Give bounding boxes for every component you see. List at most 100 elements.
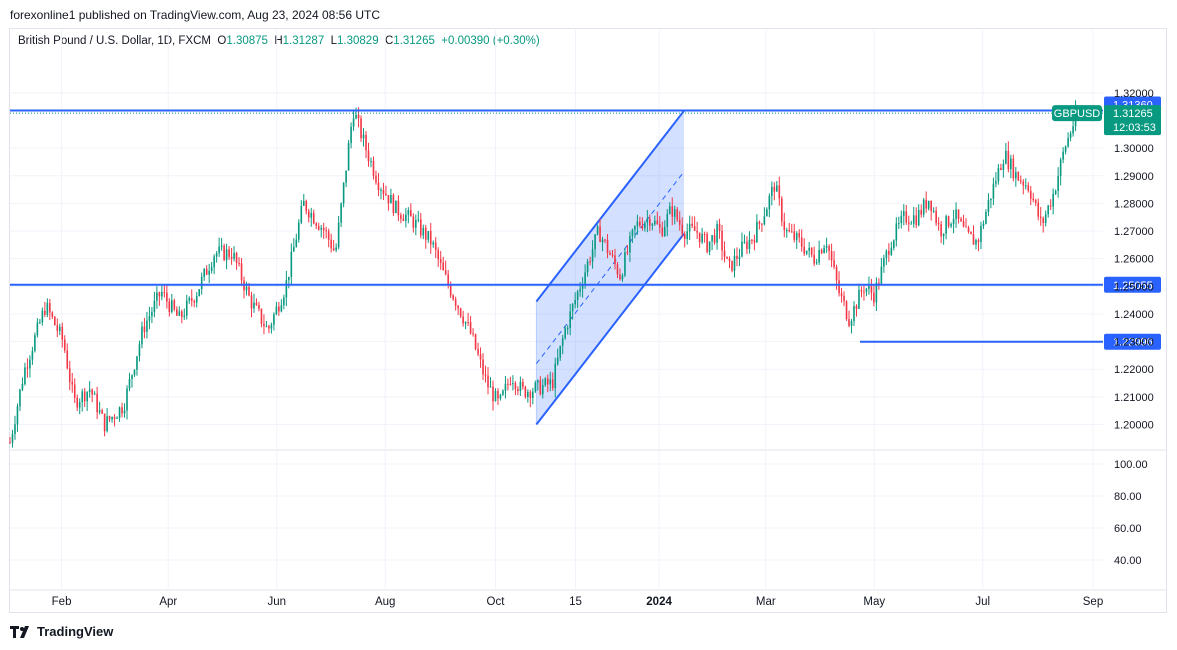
candle-body <box>741 241 743 257</box>
candle-body <box>604 239 606 241</box>
candle-body <box>106 416 108 432</box>
candle-body <box>609 252 611 255</box>
candle-body <box>701 233 703 243</box>
candle-body <box>629 236 631 253</box>
candle-body <box>571 304 574 312</box>
candle-body <box>502 390 504 395</box>
candle-body <box>29 359 31 369</box>
candle-body <box>469 322 472 334</box>
candle-body <box>890 247 893 255</box>
candle-body <box>1027 185 1030 191</box>
candle-body <box>81 391 84 403</box>
price-tick-label: 1.26000 <box>1114 254 1154 266</box>
candle-body <box>780 198 783 222</box>
candle-body <box>171 300 173 312</box>
candle-body <box>146 320 148 332</box>
candle-body <box>751 239 753 241</box>
candle-body <box>1047 205 1049 215</box>
candle-body <box>429 231 432 245</box>
candle-body <box>733 255 736 271</box>
candle-body <box>987 200 990 212</box>
candle-body <box>912 215 915 224</box>
high-value: 1.31287 <box>282 35 325 47</box>
candle-body <box>497 390 499 399</box>
candle-body <box>387 195 390 204</box>
candle-body <box>467 322 469 324</box>
candle-body <box>673 209 676 217</box>
candle-body <box>524 386 527 397</box>
candle-body <box>952 218 955 224</box>
candle-body <box>723 250 726 257</box>
candle-body <box>711 235 713 242</box>
candle-body <box>68 368 71 382</box>
candle-body <box>634 225 636 230</box>
candle-body <box>601 239 604 243</box>
time-tick-label: Aug <box>375 596 395 608</box>
candle-body <box>728 258 731 261</box>
candle-body <box>895 223 898 241</box>
candle-body <box>1005 150 1007 164</box>
candle-body <box>108 416 111 420</box>
candle-body <box>78 402 81 408</box>
candle-body <box>337 222 340 248</box>
candle-body <box>517 389 519 392</box>
candle-body <box>611 254 614 256</box>
candle-body <box>275 306 278 315</box>
candle-body <box>564 328 567 339</box>
candle-body <box>509 383 512 385</box>
price-tick-label: 1.25000 <box>1114 281 1154 293</box>
candle-body <box>788 229 791 232</box>
candle-body <box>49 302 51 313</box>
candle-body <box>596 226 599 235</box>
price-tick-label: 1.24000 <box>1114 309 1154 321</box>
low-key: L <box>330 35 338 47</box>
candle-body <box>235 253 238 264</box>
candle-body <box>213 256 215 268</box>
candle-body <box>245 286 248 291</box>
candle-body <box>1044 214 1047 224</box>
candle-body <box>893 240 895 248</box>
candle-body <box>1052 193 1054 207</box>
candle-body <box>442 262 445 271</box>
candle-body <box>444 270 447 275</box>
candle-body <box>795 233 798 240</box>
candle-body <box>805 250 808 254</box>
candle-body <box>830 251 833 261</box>
candle-body <box>1037 202 1040 217</box>
candle-body <box>193 300 196 303</box>
candle-body <box>783 221 786 231</box>
tradingview-brand: TradingView <box>37 624 114 639</box>
candle-body <box>718 224 721 231</box>
candle-body <box>21 383 24 390</box>
candle-body <box>307 211 310 218</box>
candle-body <box>853 305 855 321</box>
candle-body <box>793 231 796 240</box>
candle-body <box>549 379 552 385</box>
candle-body <box>900 215 903 224</box>
time-tick-label: Jul <box>975 596 990 608</box>
candle-body <box>818 249 820 263</box>
candle-body <box>422 227 425 236</box>
candle-body <box>950 223 952 227</box>
candle-body <box>636 221 639 226</box>
candle-body <box>873 292 875 303</box>
candle-body <box>233 253 235 259</box>
candle-body <box>168 301 171 312</box>
candle-body <box>44 310 46 315</box>
candle-body <box>1029 190 1032 199</box>
candle-body <box>865 288 868 292</box>
candle-body <box>312 212 315 224</box>
candle-body <box>273 314 275 325</box>
candle-body <box>599 226 601 243</box>
candle-body <box>11 434 14 443</box>
candle-body <box>424 227 427 240</box>
candle-body <box>858 289 860 309</box>
candle-body <box>93 393 96 395</box>
candle-body <box>31 350 34 360</box>
candle-body <box>661 227 664 236</box>
candle-body <box>128 379 131 389</box>
candle-body <box>522 381 524 387</box>
candle-body <box>512 383 514 385</box>
candle-body <box>897 223 900 225</box>
